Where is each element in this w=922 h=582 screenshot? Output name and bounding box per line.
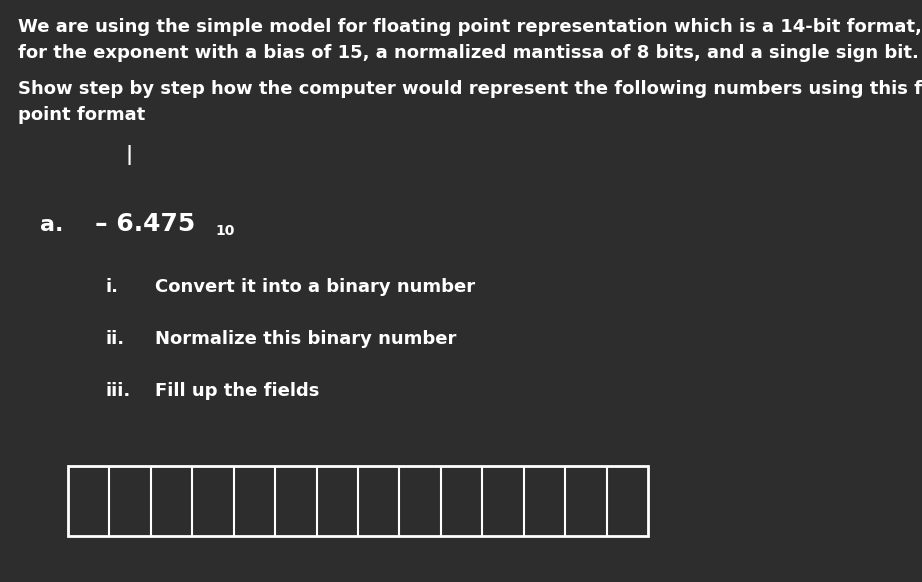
Text: – 6.475: – 6.475 (95, 212, 195, 236)
Text: Show step by step how the computer would represent the following numbers using t: Show step by step how the computer would… (18, 80, 922, 98)
Text: for the exponent with a bias of 15, a normalized mantissa of 8 bits, and a singl: for the exponent with a bias of 15, a no… (18, 44, 919, 62)
Text: ii.: ii. (105, 330, 124, 348)
Text: point format: point format (18, 106, 146, 124)
Text: We are using the simple model for floating point representation which is a 14-bi: We are using the simple model for floati… (18, 18, 922, 36)
Text: 10: 10 (215, 224, 234, 238)
Text: Fill up the fields: Fill up the fields (155, 382, 319, 400)
Text: Normalize this binary number: Normalize this binary number (155, 330, 456, 348)
Text: a.: a. (40, 215, 64, 235)
Text: |: | (125, 145, 132, 165)
Text: Convert it into a binary number: Convert it into a binary number (155, 278, 475, 296)
Text: i.: i. (105, 278, 118, 296)
Text: iii.: iii. (105, 382, 130, 400)
